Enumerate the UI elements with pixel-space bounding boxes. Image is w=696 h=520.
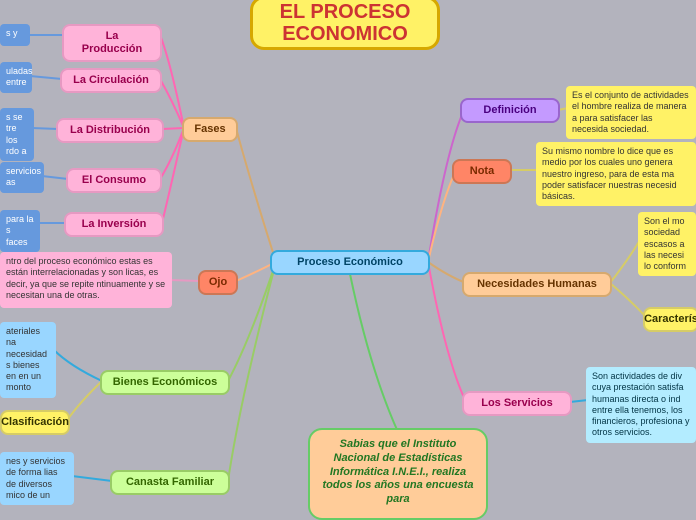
circulacion: La Circulación xyxy=(60,68,162,93)
caracteristicas: Caracterís xyxy=(643,307,696,332)
serv-text: Son actividades de div cuya prestación s… xyxy=(586,367,696,443)
produccion: La Producción xyxy=(62,24,162,62)
f1: s y xyxy=(0,24,30,46)
clasificacion: Clasificación xyxy=(0,410,70,435)
f5: para la s faces xyxy=(0,210,40,252)
consumo: El Consumo xyxy=(66,168,162,193)
def-text: Es el conjunto de actividades el hombre … xyxy=(566,86,696,139)
nota: Nota xyxy=(452,159,512,184)
f4: servicios as xyxy=(0,162,44,193)
node: Proceso Económico xyxy=(270,250,430,275)
neces-text: Son el mo sociedad escasos a las necesi … xyxy=(638,212,696,276)
f3: s se tre los rdo a xyxy=(0,108,34,161)
servicios: Los Servicios xyxy=(462,391,572,416)
mindmap-title: EL PROCESO ECONOMICO xyxy=(250,0,440,50)
footer-fact: Sabias que el Instituto Nacional de Esta… xyxy=(308,428,488,520)
canasta: Canasta Familiar xyxy=(110,470,230,495)
inversion: La Inversión xyxy=(64,212,164,237)
distribucion: La Distribución xyxy=(56,118,164,143)
ojo: Ojo xyxy=(198,270,238,295)
definicion: Definición xyxy=(460,98,560,123)
f2: uladas entre xyxy=(0,62,32,93)
bienes: Bienes Económicos xyxy=(100,370,230,395)
necesidades: Necesidades Humanas xyxy=(462,272,612,297)
bienes-text: ateriales na necesidad s bienes en en un… xyxy=(0,322,56,398)
nota-text: Su mismo nombre lo dice que es medio por… xyxy=(536,142,696,206)
canasta-text: nes y servicios de forma lias de diverso… xyxy=(0,452,74,505)
ojo-text: ntro del proceso económico estas es está… xyxy=(0,252,172,308)
fases: Fases xyxy=(182,117,238,142)
